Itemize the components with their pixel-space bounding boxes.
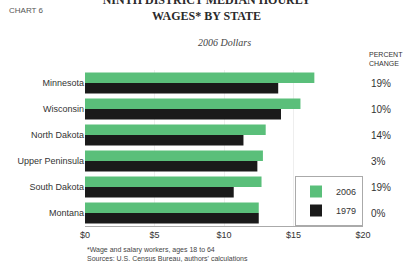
svg-text:Upper Peninsula: Upper Peninsula (17, 156, 84, 166)
svg-text:Wisconsin: Wisconsin (43, 104, 84, 114)
svg-text:NINTH DISTRICT MEDIAN HOURLYWA: NINTH DISTRICT MEDIAN HOURLYWAGES* BY ST… (103, 0, 311, 23)
svg-text:2006: 2006 (336, 187, 356, 197)
svg-text:19%: 19% (371, 182, 391, 193)
svg-text:10%: 10% (371, 104, 391, 115)
svg-text:South Dakota: South Dakota (29, 182, 84, 192)
svg-text:$10: $10 (216, 230, 231, 240)
svg-text:$5: $5 (149, 230, 159, 240)
svg-text:$0: $0 (80, 230, 90, 240)
svg-text:0%: 0% (371, 208, 386, 219)
svg-text:3%: 3% (371, 156, 386, 167)
svg-text:14%: 14% (371, 130, 391, 141)
svg-text:1979: 1979 (336, 206, 356, 216)
svg-text:2006 Dollars: 2006 Dollars (198, 37, 251, 48)
svg-text:*Wage and salary workers, ages: *Wage and salary workers, ages 18 to 64S… (87, 246, 248, 262)
svg-text:CHART 6: CHART 6 (9, 6, 43, 15)
svg-text:$15: $15 (286, 230, 301, 240)
svg-text:$20: $20 (355, 230, 370, 240)
svg-text:19%: 19% (371, 78, 391, 89)
svg-text:North Dakota: North Dakota (31, 130, 84, 140)
svg-text:Montana: Montana (49, 208, 84, 218)
svg-text:Minnesota: Minnesota (42, 78, 84, 88)
svg-text:PERCENTCHANGE: PERCENTCHANGE (369, 51, 403, 67)
